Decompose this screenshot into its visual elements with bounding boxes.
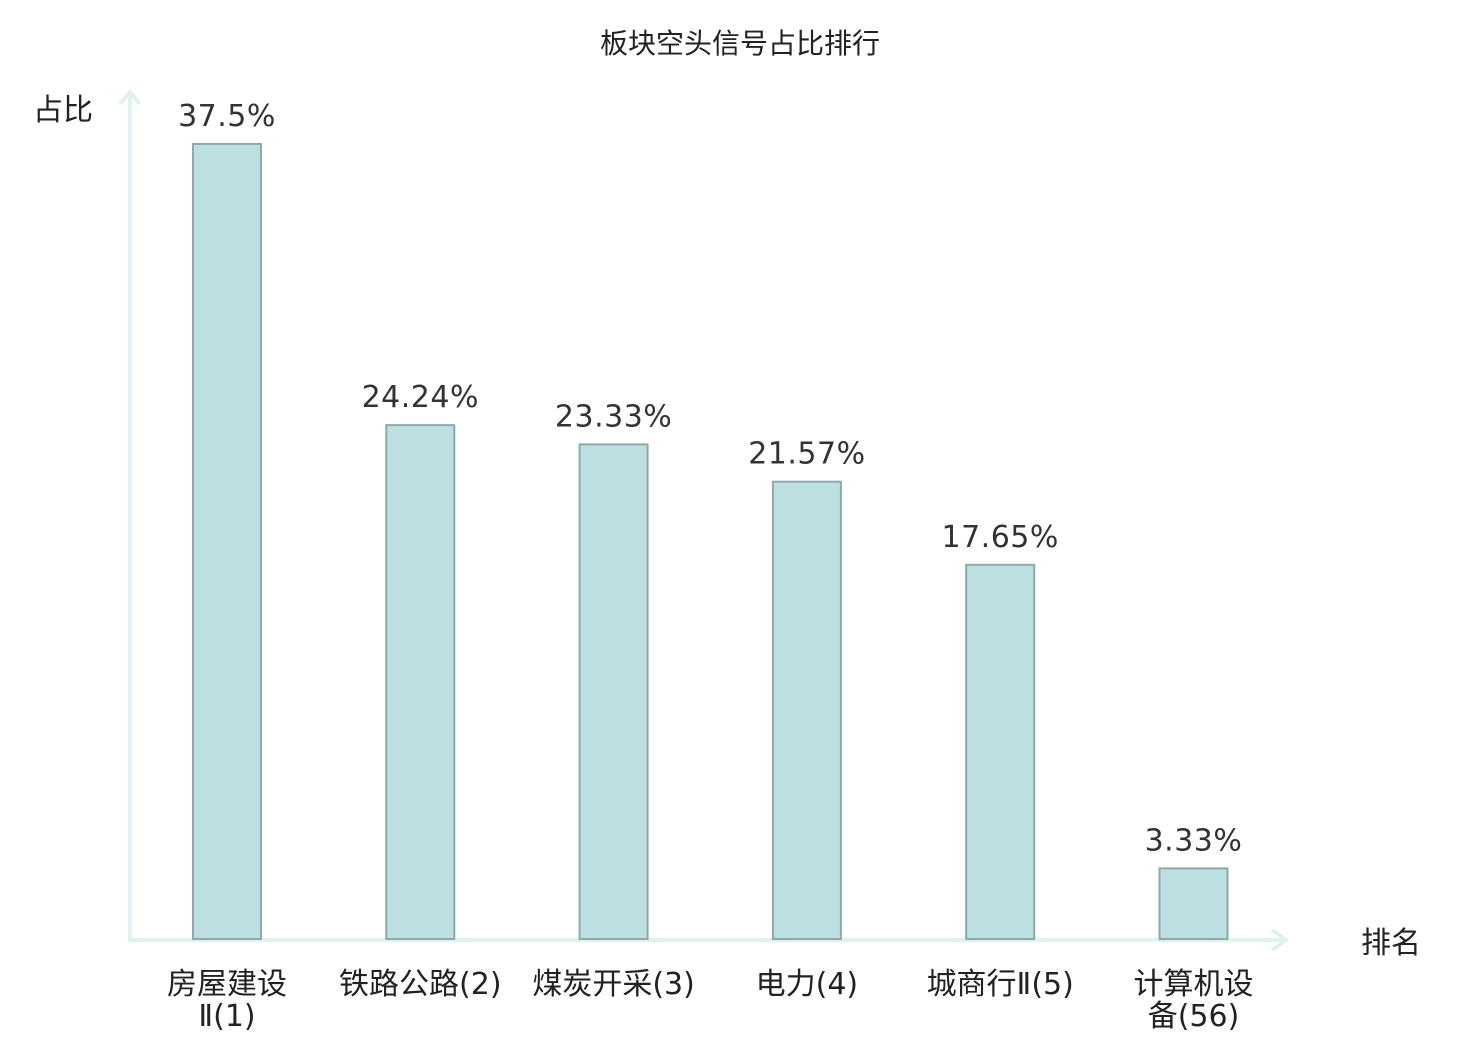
bar-2 <box>385 424 456 941</box>
bar-4 <box>771 480 842 940</box>
value-label-2: 24.24% <box>362 380 479 415</box>
value-label-6: 3.33% <box>1145 823 1243 858</box>
bar-5 <box>965 563 1036 940</box>
value-label-1: 37.5% <box>178 99 276 134</box>
category-label-5: 城商行Ⅱ(5) <box>927 967 1074 1002</box>
bar-3 <box>578 443 649 940</box>
category-label-6-line-2: 备(56) <box>1148 999 1240 1034</box>
category-label-4: 电力(4) <box>756 967 859 1002</box>
x-axis-arrow <box>1270 928 1290 952</box>
category-label-1-line-1: 房屋建设 <box>167 967 287 1002</box>
value-label-5: 17.65% <box>942 520 1059 555</box>
bar-1 <box>192 143 262 940</box>
chart-title: 板块空头信号占比排行 <box>600 27 880 60</box>
category-label-6-line-1: 计算机设 <box>1134 967 1254 1002</box>
y-axis-arrow <box>118 88 142 106</box>
value-label-3: 23.33% <box>555 399 672 434</box>
category-label-1-line-2: Ⅱ(1) <box>198 999 255 1034</box>
x-axis-label: 排名 <box>1361 926 1421 961</box>
value-label-4: 21.57% <box>748 437 865 472</box>
category-label-2: 铁路公路(2) <box>339 967 502 1002</box>
bar-6 <box>1158 867 1229 941</box>
y-axis-label: 占比 <box>33 93 93 128</box>
category-label-3: 煤炭开采(3) <box>532 967 695 1002</box>
